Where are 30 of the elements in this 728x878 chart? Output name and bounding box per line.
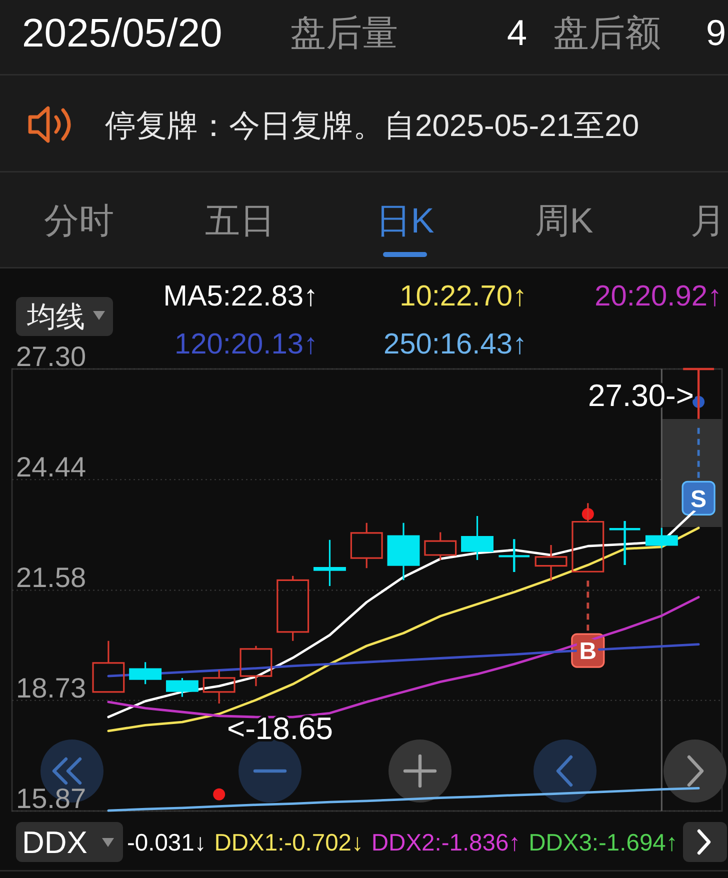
text: -0.031↓ [127,830,206,857]
text: 20:20.92↑ [594,280,722,312]
text: 均线 [26,301,85,334]
text: 月 [690,202,726,241]
annotation: 27.30-> [588,378,694,414]
text: DDX [22,825,88,860]
text: MA5:22.83↑ [163,280,318,312]
text: 9 [706,12,726,53]
y-tick-label: 24.44 [16,452,86,483]
annotation: <-18.65 [227,711,334,746]
y-tick-label: 18.73 [16,672,86,704]
text: 周K [534,202,594,241]
y-tick-label: 15.87 [16,783,86,814]
text: DDX3:-1.694↑ [528,830,678,857]
text: DDX1:-0.702↓ [214,830,364,857]
data-label: S [690,486,707,513]
text: 2025/05/20 [22,11,222,56]
text: 250:16.43↑ [383,328,527,360]
text: 4 [506,12,527,53]
text: 分时 [44,202,114,241]
text: 10:22.70↑ [400,280,527,312]
text: 日K [376,202,434,241]
text: 盘后量 [290,12,398,53]
text: 五日 [205,202,275,241]
y-tick-label: 27.30 [16,341,86,372]
text: 120:20.13↑ [174,328,318,360]
text: 盘后额 [553,12,661,53]
text: 停复牌：今日复牌。自2025-05-21至20 [105,108,640,144]
text: DDX2:-1.836↑ [371,830,521,857]
y-tick-label: 21.58 [16,562,86,594]
